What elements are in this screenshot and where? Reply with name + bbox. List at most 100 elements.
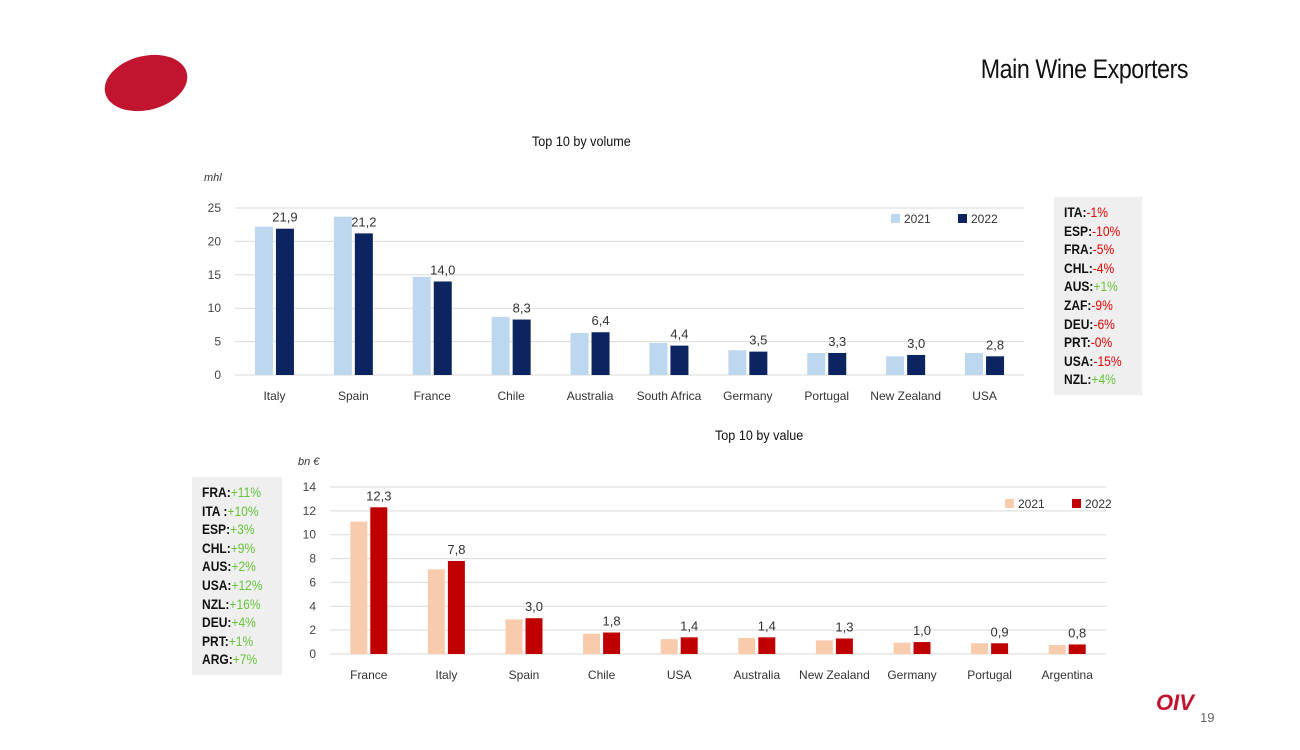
value-y-tick-label: 2 bbox=[309, 623, 316, 637]
value-change-row: AUS:+2% bbox=[202, 557, 262, 576]
value-change-box: FRA:+11% ITA :+10% ESP:+3% CHL:+9% AUS:+2% US… bbox=[192, 477, 282, 675]
volume-change-value: -0% bbox=[1090, 334, 1113, 351]
volume-data-label: 2,8 bbox=[986, 337, 1004, 352]
volume-bar-2022 bbox=[591, 332, 610, 375]
volume-bar-2022 bbox=[354, 233, 373, 375]
value-legend-swatch-2021 bbox=[1005, 499, 1014, 508]
volume-change-value: -5% bbox=[1092, 241, 1115, 258]
volume-change-row: PRT:-0% bbox=[1064, 333, 1122, 352]
volume-change-row: DEU:-6% bbox=[1064, 315, 1122, 334]
value-bar-2022 bbox=[913, 642, 931, 654]
value-category-label: France bbox=[350, 668, 388, 682]
value-country-code: ARG: bbox=[202, 651, 233, 668]
value-y-tick-label: 12 bbox=[303, 504, 317, 518]
volume-y-tick-label: 0 bbox=[214, 368, 221, 382]
value-legend-label-2022: 2022 bbox=[1085, 497, 1112, 511]
oiv-brand-text: OIV bbox=[1156, 690, 1194, 715]
value-country-code: USA: bbox=[202, 576, 232, 593]
value-bar-2022 bbox=[680, 637, 698, 654]
value-bar-2021 bbox=[971, 643, 989, 654]
value-bar-2021 bbox=[893, 642, 911, 654]
value-change-value: +10% bbox=[227, 502, 259, 519]
value-data-label: 7,8 bbox=[447, 542, 465, 557]
volume-country-code: AUS: bbox=[1064, 278, 1094, 295]
volume-legend-label-2022: 2022 bbox=[971, 212, 998, 226]
value-country-code: ESP: bbox=[202, 521, 231, 538]
volume-bar-2022 bbox=[749, 351, 768, 375]
value-data-label: 3,0 bbox=[525, 599, 543, 614]
value-category-label: Spain bbox=[509, 668, 540, 682]
volume-category-label: Italy bbox=[263, 389, 285, 403]
value-bar-2021 bbox=[583, 633, 601, 654]
value-category-label: USA bbox=[667, 668, 692, 682]
value-category-label: Germany bbox=[887, 668, 936, 682]
value-change-value: +3% bbox=[230, 521, 255, 538]
value-bar-2022 bbox=[758, 637, 776, 654]
value-change-value: +4% bbox=[231, 614, 256, 631]
value-change-value: +9% bbox=[230, 539, 256, 556]
value-bar-2022 bbox=[991, 643, 1009, 654]
volume-change-row: USA:-15% bbox=[1064, 352, 1122, 371]
value-chart-title: Top 10 by value bbox=[715, 427, 804, 443]
volume-bar-2022 bbox=[670, 345, 689, 375]
volume-bar-2021 bbox=[965, 352, 984, 375]
volume-change-value: -4% bbox=[1092, 259, 1115, 276]
value-bar-2021 bbox=[350, 521, 368, 654]
volume-data-label: 21,9 bbox=[272, 210, 297, 225]
volume-data-label: 4,4 bbox=[670, 327, 688, 342]
value-country-code: DEU: bbox=[202, 614, 232, 631]
volume-category-label: France bbox=[414, 389, 452, 403]
value-change-row: DEU:+4% bbox=[202, 613, 262, 632]
volume-country-code: ZAF: bbox=[1064, 296, 1092, 313]
value-bar-2021 bbox=[427, 569, 445, 654]
volume-data-label: 8,3 bbox=[513, 301, 531, 316]
value-change-value: +16% bbox=[229, 595, 261, 612]
volume-bar-2022 bbox=[275, 228, 294, 375]
volume-country-code: CHL: bbox=[1064, 259, 1093, 276]
volume-bar-2021 bbox=[333, 216, 352, 375]
volume-bar-2021 bbox=[254, 226, 273, 375]
value-bar-2022 bbox=[370, 507, 388, 654]
value-bar-2022 bbox=[835, 638, 853, 654]
value-country-code: AUS: bbox=[202, 558, 232, 575]
volume-country-code: PRT: bbox=[1064, 334, 1091, 351]
value-data-label: 12,3 bbox=[366, 488, 391, 503]
value-change-row: PRT:+1% bbox=[202, 632, 262, 651]
volume-country-code: USA: bbox=[1064, 352, 1094, 369]
volume-y-tick-label: 20 bbox=[208, 234, 222, 248]
volume-y-tick-label: 10 bbox=[208, 301, 222, 315]
volume-category-label: South Africa bbox=[637, 389, 702, 403]
value-y-tick-label: 6 bbox=[309, 575, 316, 589]
value-change-value: +12% bbox=[231, 576, 263, 593]
value-bar-2021 bbox=[505, 619, 523, 654]
volume-bar-2022 bbox=[512, 319, 531, 375]
volume-y-tick-label: 25 bbox=[208, 201, 222, 215]
volume-data-label: 6,4 bbox=[592, 313, 610, 328]
value-data-label: 1,0 bbox=[913, 623, 931, 638]
volume-bar-2021 bbox=[570, 332, 589, 375]
volume-bar-2021 bbox=[886, 356, 905, 375]
volume-category-label: Germany bbox=[723, 389, 772, 403]
value-change-row: FRA:+11% bbox=[202, 483, 262, 502]
volume-legend-label-2021: 2021 bbox=[904, 212, 931, 226]
value-country-code: FRA: bbox=[202, 484, 231, 500]
value-category-label: Argentina bbox=[1042, 668, 1094, 682]
volume-data-label: 21,2 bbox=[351, 214, 376, 229]
volume-bar-2022 bbox=[986, 356, 1005, 375]
value-unit-label: bn € bbox=[298, 456, 320, 468]
volume-category-label: New Zealand bbox=[870, 389, 941, 403]
volume-change-value: -9% bbox=[1091, 296, 1113, 313]
page-number: 19 bbox=[1200, 710, 1215, 725]
volume-bar-2022 bbox=[907, 354, 926, 375]
value-bar-2022 bbox=[1068, 644, 1086, 654]
value-y-tick-label: 14 bbox=[303, 480, 317, 494]
volume-category-label: Portugal bbox=[804, 389, 849, 403]
volume-change-value: -1% bbox=[1086, 204, 1108, 220]
value-bar-2021 bbox=[1048, 645, 1066, 654]
value-data-label: 0,8 bbox=[1068, 625, 1086, 640]
volume-legend-swatch-2022 bbox=[958, 214, 967, 223]
value-change-value: +7% bbox=[232, 651, 258, 668]
volume-bar-2022 bbox=[828, 352, 847, 375]
volume-bar-2021 bbox=[807, 352, 826, 375]
value-change-row: CHL:+9% bbox=[202, 539, 262, 558]
